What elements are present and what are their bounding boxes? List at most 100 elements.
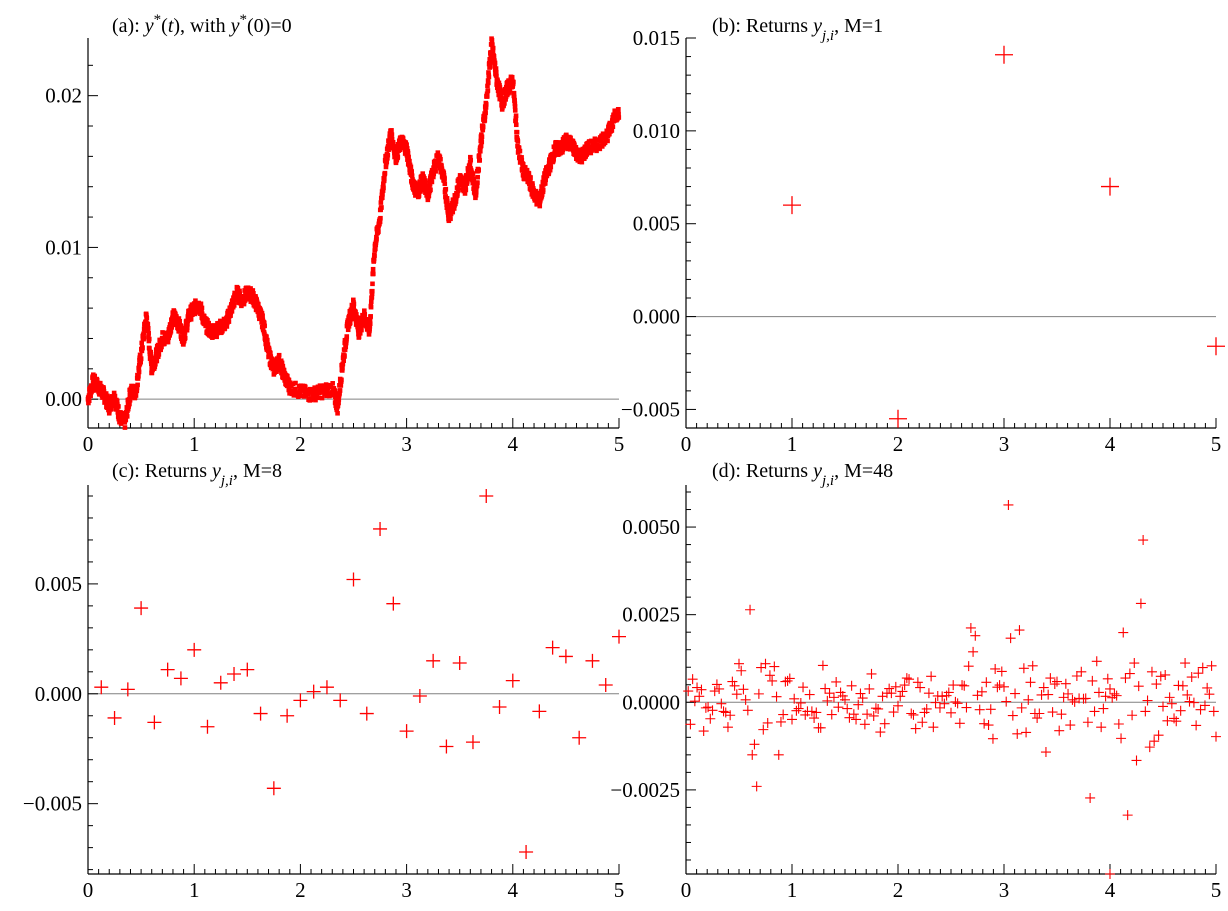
data-point [256, 301, 261, 307]
data-point [513, 122, 519, 128]
data-point [990, 663, 1001, 674]
data-point [1067, 694, 1078, 705]
data-point [141, 335, 147, 341]
data-point [970, 630, 981, 641]
data-point [347, 320, 353, 326]
data-point [820, 683, 831, 694]
panel-d-title: (d): Returns yj,i, M=48 [712, 460, 893, 489]
data-point [616, 115, 622, 120]
data-point [373, 242, 379, 248]
panel-b: (b): Returns yj,i, M=1 0 1 2 3 4 5 −0.005 0.000 0… [621, 15, 1225, 456]
data-point [441, 172, 447, 178]
data-point [795, 697, 806, 708]
data-point [176, 316, 182, 321]
data-point [1120, 673, 1131, 684]
data-point [125, 406, 131, 412]
data-point [1207, 337, 1225, 356]
data-point [502, 101, 507, 106]
data-point [281, 367, 287, 373]
data-point [1111, 690, 1122, 701]
data-point [893, 700, 903, 711]
x-tick-label: 2 [893, 878, 904, 902]
data-point [431, 171, 437, 177]
data-point [492, 60, 498, 66]
data-point [319, 680, 334, 695]
data-point [809, 713, 820, 724]
data-point [193, 298, 198, 304]
data-point [474, 183, 480, 189]
data-point [512, 104, 518, 109]
data-point [749, 739, 760, 750]
data-point [1087, 675, 1098, 686]
data-point [1040, 747, 1051, 758]
data-point [494, 73, 499, 79]
data-point [959, 680, 970, 691]
data-point [380, 188, 386, 193]
data-point [584, 144, 590, 149]
data-point [480, 127, 486, 133]
data-point [1199, 700, 1210, 711]
data-point [758, 724, 769, 735]
y-tick-label: 0.000 [633, 305, 680, 329]
data-point [782, 675, 793, 686]
data-point [1197, 662, 1208, 673]
data-point [532, 704, 547, 719]
data-point [507, 87, 513, 93]
data-point [453, 199, 459, 204]
data-point [139, 340, 145, 346]
data-point [943, 687, 954, 698]
data-point [868, 710, 879, 721]
data-point [483, 102, 489, 107]
data-point [139, 348, 145, 354]
data-point [336, 400, 341, 406]
data-point [486, 74, 492, 80]
data-point [178, 323, 184, 328]
data-point [906, 708, 917, 719]
data-point [492, 699, 507, 714]
data-point [509, 74, 515, 80]
data-point [103, 391, 109, 396]
data-point [884, 683, 895, 694]
data-point [359, 327, 364, 333]
data-point [1208, 706, 1219, 717]
data-point [367, 326, 372, 332]
data-point [165, 330, 171, 335]
data-point [382, 176, 387, 182]
data-point [467, 162, 473, 168]
data-point [483, 105, 489, 110]
data-point [174, 314, 179, 319]
data-point [1003, 499, 1014, 510]
data-point [1162, 715, 1173, 726]
data-point [709, 686, 720, 697]
data-point [319, 395, 325, 401]
data-point [773, 749, 784, 760]
data-point [280, 363, 286, 369]
data-point [156, 352, 162, 357]
data-point [187, 308, 193, 313]
data-point [281, 375, 287, 381]
data-point [1007, 710, 1018, 721]
data-point [769, 661, 780, 672]
data-point [448, 216, 453, 222]
data-point [484, 91, 490, 97]
data-point [683, 686, 694, 697]
data-point [981, 677, 992, 688]
data-point [1191, 720, 1202, 731]
data-point [1142, 695, 1153, 706]
panel-d: (d): Returns yj,i, M=48 0 1 2 3 4 5 −0.0025 0.00… [610, 460, 1221, 902]
data-point [505, 673, 520, 688]
y-tick-label: 0.005 [35, 572, 82, 596]
data-point [160, 330, 165, 335]
data-point [926, 671, 937, 682]
data-point [173, 671, 188, 686]
data-point [224, 324, 230, 329]
data-point [369, 288, 375, 294]
data-point [423, 180, 428, 185]
data-point [895, 691, 906, 702]
data-point [1113, 719, 1124, 730]
data-point [475, 174, 480, 180]
data-point [689, 696, 700, 707]
data-point [572, 142, 577, 148]
data-point [888, 707, 899, 718]
data-point [572, 730, 587, 745]
